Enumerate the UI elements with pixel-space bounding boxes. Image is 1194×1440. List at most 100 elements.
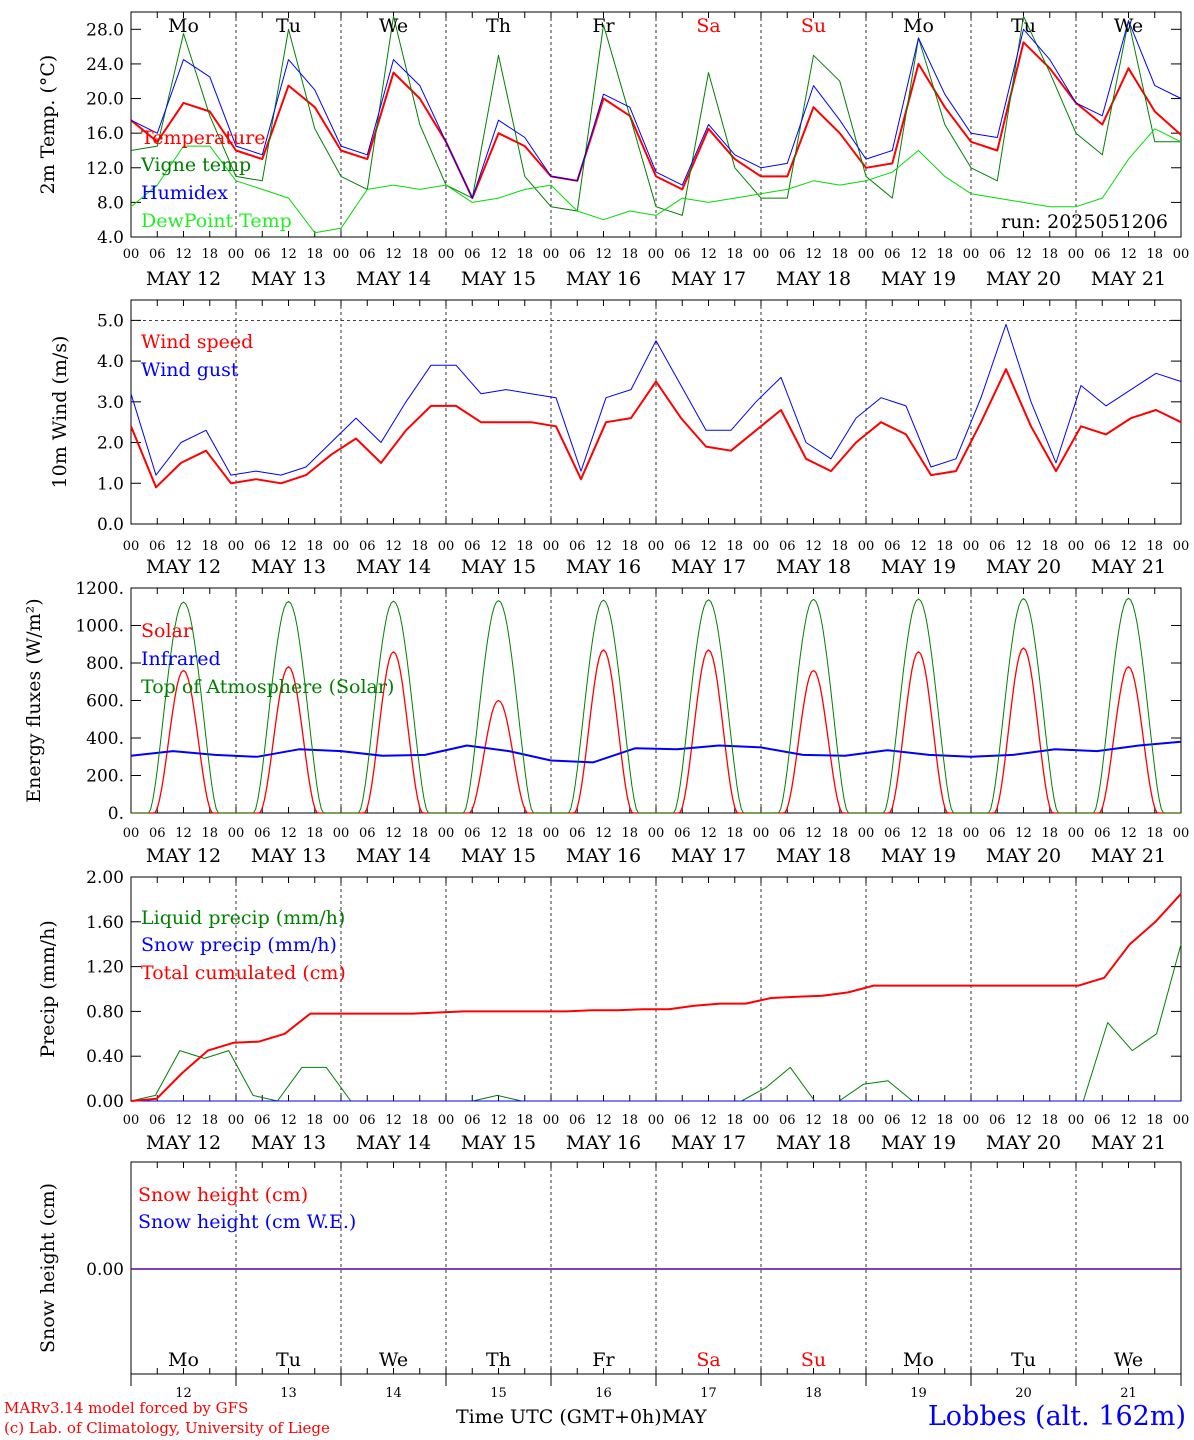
- energy-panel: [130, 587, 1182, 814]
- hour-tick-label: 06: [884, 1113, 901, 1128]
- y-tick-label: 1000.: [75, 617, 124, 637]
- y-tick-label: 8.0: [97, 193, 124, 213]
- weekday-label: Mo: [168, 1349, 199, 1371]
- hour-tick-label: 12: [805, 826, 822, 841]
- hour-tick-label: 18: [831, 826, 848, 841]
- hour-tick-label: 12: [490, 247, 507, 262]
- y-tick-label: 0.00: [86, 1092, 124, 1112]
- day-number: 12: [175, 1386, 192, 1401]
- y-tick-label: 4.0: [97, 352, 124, 372]
- hour-tick-label: 06: [149, 826, 166, 841]
- hour-tick-label: 00: [543, 539, 560, 554]
- hour-tick-label: 18: [1041, 826, 1058, 841]
- y-axis-label: 10m Wind (m/s): [49, 336, 71, 489]
- y-tick-label: 5.0: [97, 311, 124, 331]
- precip-panel: [130, 876, 1182, 1102]
- hour-tick-label: 00: [123, 539, 140, 554]
- day-label: MAY 16: [566, 1132, 641, 1154]
- y-tick-label: 0.80: [86, 1002, 124, 1022]
- hour-tick-label: 06: [989, 826, 1006, 841]
- hour-tick-label: 00: [228, 826, 245, 841]
- hour-tick-label: 00: [963, 826, 980, 841]
- legend-entry: Liquid precip (mm/h): [141, 907, 345, 929]
- hour-tick-label: 06: [569, 826, 586, 841]
- series-line-infrared: [130, 740, 1182, 764]
- weekday-label: We: [1114, 1349, 1143, 1371]
- hour-tick-label: 06: [464, 826, 481, 841]
- hour-tick-label: 18: [516, 247, 533, 262]
- temp-panel: [130, 11, 1182, 238]
- model-credit: MARv3.14 model forced by GFS: [4, 1399, 249, 1417]
- hour-tick-label: 00: [123, 1113, 140, 1128]
- hour-tick-label: 00: [963, 539, 980, 554]
- hour-tick-label: 06: [569, 1113, 586, 1128]
- lab-credit: (c) Lab. of Climatology, University of L…: [4, 1419, 330, 1437]
- hour-tick-label: 18: [1146, 539, 1163, 554]
- hour-tick-label: 06: [674, 247, 691, 262]
- day-label: MAY 17: [671, 1132, 746, 1154]
- hour-tick-label: 18: [201, 826, 218, 841]
- weekday-label: Mo: [168, 15, 199, 37]
- day-label: MAY 14: [356, 1132, 431, 1154]
- hour-tick-label: 06: [884, 247, 901, 262]
- hour-tick-label: 18: [306, 1113, 323, 1128]
- hour-tick-label: 06: [464, 1113, 481, 1128]
- hour-tick-label: 18: [411, 1113, 428, 1128]
- day-label: MAY 14: [356, 556, 431, 578]
- hour-tick-label: 00: [648, 247, 665, 262]
- weekday-label: We: [1114, 15, 1143, 37]
- y-tick-label: 20.0: [86, 90, 124, 110]
- day-number: 14: [385, 1386, 402, 1401]
- hour-tick-label: 06: [569, 539, 586, 554]
- y-tick-label: 600.: [86, 692, 124, 712]
- hour-tick-label: 18: [1041, 539, 1058, 554]
- hour-tick-label: 18: [936, 1113, 953, 1128]
- weekday-label: Tu: [1011, 15, 1036, 37]
- hour-tick-label: 18: [936, 247, 953, 262]
- series-line-wind-gust: [130, 323, 1182, 476]
- hour-tick-label: 18: [621, 247, 638, 262]
- hour-tick-label: 12: [595, 247, 612, 262]
- hour-tick-label: 18: [1041, 1113, 1058, 1128]
- hour-tick-label: 18: [306, 826, 323, 841]
- day-number: 20: [1015, 1386, 1032, 1401]
- hour-tick-label: 12: [700, 539, 717, 554]
- hour-tick-label: 12: [280, 1113, 297, 1128]
- hour-tick-label: 18: [1146, 1113, 1163, 1128]
- y-tick-label: 1.60: [86, 913, 124, 933]
- hour-tick-label: 18: [831, 539, 848, 554]
- series-line-top-of-atmosphere-solar: [131, 597, 1181, 814]
- hour-tick-label: 18: [831, 247, 848, 262]
- day-number: 13: [280, 1386, 297, 1401]
- hour-tick-label: 00: [753, 826, 770, 841]
- day-label: MAY 16: [566, 845, 641, 867]
- y-tick-label: 400.: [86, 729, 124, 749]
- hour-tick-label: 06: [464, 247, 481, 262]
- hour-tick-label: 00: [963, 247, 980, 262]
- hour-tick-label: 06: [779, 1113, 796, 1128]
- hour-tick-label: 06: [989, 247, 1006, 262]
- hour-tick-label: 18: [1146, 247, 1163, 262]
- hour-tick-label: 12: [175, 247, 192, 262]
- hour-tick-label: 00: [1068, 247, 1085, 262]
- hour-tick-label: 06: [359, 826, 376, 841]
- hour-tick-label: 06: [464, 539, 481, 554]
- hour-tick-label: 12: [1120, 826, 1137, 841]
- hour-tick-label: 00: [1068, 539, 1085, 554]
- day-label: MAY 20: [986, 1132, 1061, 1154]
- day-label: MAY 15: [461, 845, 536, 867]
- series-line-temperature: [130, 41, 1182, 200]
- series-line-vigne-temp: [130, 15, 1181, 216]
- hour-tick-label: 18: [831, 1113, 848, 1128]
- hour-tick-label: 12: [175, 826, 192, 841]
- hour-tick-label: 18: [936, 539, 953, 554]
- hour-tick-label: 12: [805, 247, 822, 262]
- hour-tick-label: 00: [1173, 1113, 1190, 1128]
- y-tick-label: 0.40: [86, 1047, 124, 1067]
- legend-entry: Snow height (cm W.E.): [138, 1211, 356, 1233]
- hour-tick-label: 00: [543, 826, 560, 841]
- y-tick-label: 2.0: [97, 434, 124, 454]
- hour-tick-label: 18: [621, 1113, 638, 1128]
- hour-tick-label: 00: [438, 1113, 455, 1128]
